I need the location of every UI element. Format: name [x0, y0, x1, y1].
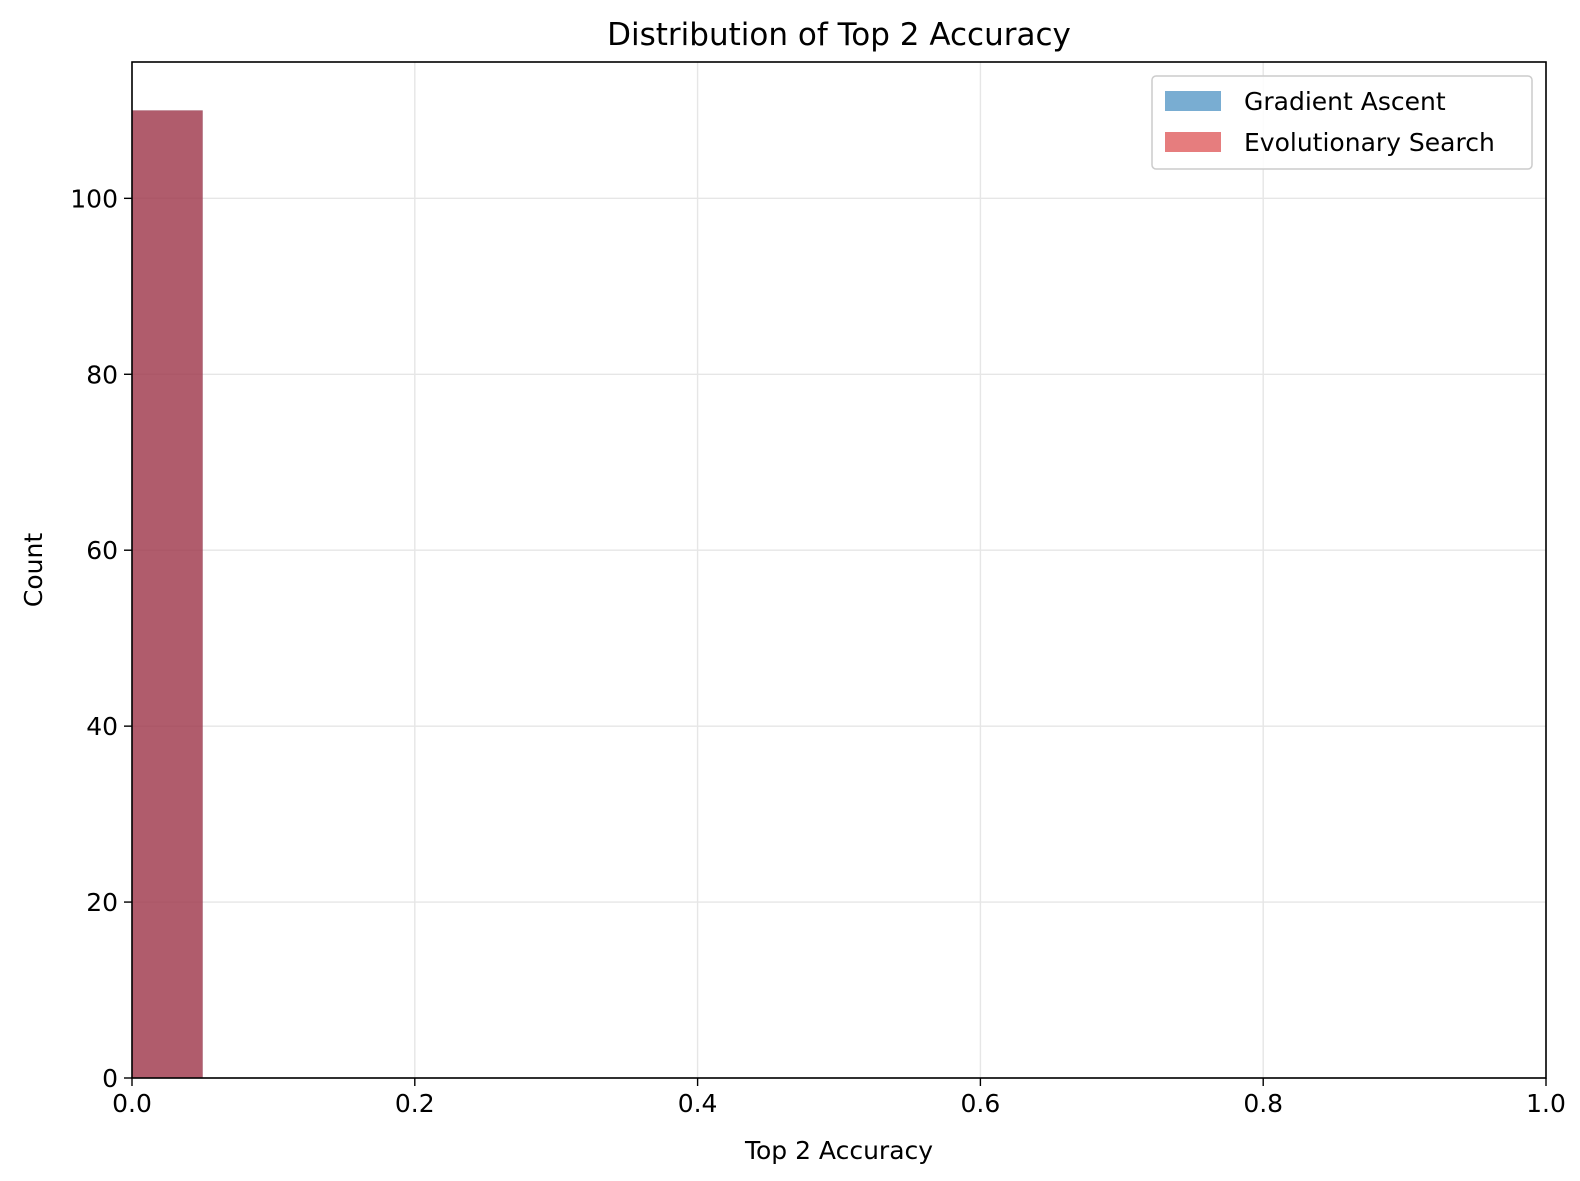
plot-area	[132, 62, 1546, 1078]
y-axis-label: Count	[19, 533, 48, 607]
y-tick-label: 60	[86, 536, 118, 565]
legend-swatch-evolutionary-search	[1165, 132, 1221, 152]
x-axis-label: Top 2 Accuracy	[744, 1136, 933, 1165]
grid	[131, 62, 1547, 1079]
legend: Gradient Ascent Evolutionary Search	[1151, 75, 1533, 170]
histogram-bar-evolutionary-search	[132, 110, 203, 1078]
x-tick-label: 0.2	[395, 1089, 435, 1118]
axis-ticks: 0.0 0.2 0.4 0.6 0.8 1.0 0 20 40 60 80 100	[70, 184, 1566, 1118]
bars	[132, 110, 203, 1078]
legend-swatch-gradient-ascent	[1165, 91, 1221, 111]
chart-title: Distribution of Top 2 Accuracy	[607, 17, 1071, 53]
y-tick-label: 80	[86, 360, 118, 389]
x-tick-label: 0.0	[112, 1089, 152, 1118]
y-tick-label: 0	[102, 1064, 118, 1093]
x-tick-label: 0.8	[1243, 1089, 1283, 1118]
y-tick-label: 40	[86, 712, 118, 741]
legend-box	[1151, 75, 1533, 170]
x-tick-label: 1.0	[1526, 1089, 1566, 1118]
y-tick-label: 20	[86, 888, 118, 917]
legend-label-evolutionary-search: Evolutionary Search	[1244, 128, 1495, 157]
legend-label-gradient-ascent: Gradient Ascent	[1244, 87, 1446, 116]
y-tick-label: 100	[70, 184, 118, 213]
x-tick-label: 0.6	[961, 1089, 1001, 1118]
x-tick-label: 0.4	[678, 1089, 718, 1118]
plot-frame	[131, 61, 1547, 1079]
